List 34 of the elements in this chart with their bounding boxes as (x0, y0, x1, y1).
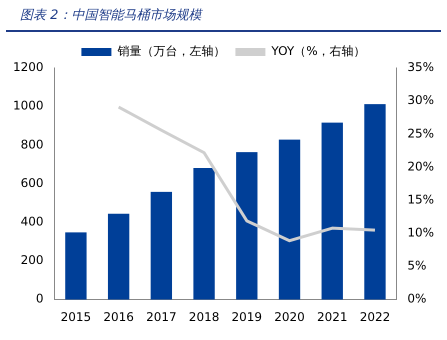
x-tick-label: 2021 (316, 310, 348, 324)
x-tick-label: 2016 (103, 310, 134, 324)
y-tick-label: 400 (20, 214, 44, 229)
legend-label: YOY（%，右轴） (270, 44, 366, 58)
bar (108, 214, 130, 300)
y-tick-label: 1000 (12, 98, 44, 113)
x-tick-label: 2019 (232, 310, 262, 324)
chart-title: 图表 2：中国智能马桶市场规模 (6, 6, 441, 32)
y2-tick-label: 0% (407, 292, 426, 306)
y2-tick-label: 5% (407, 258, 426, 273)
y-tick-label: 0 (36, 292, 44, 306)
x-tick-label: 2017 (146, 310, 177, 324)
bar (65, 232, 87, 300)
x-tick-label: 2020 (274, 310, 305, 324)
y-tick-label: 1200 (12, 60, 44, 74)
x-tick-label: 2015 (60, 310, 92, 324)
bar (236, 152, 258, 300)
legend-label: 销量（万台，左轴） (116, 44, 226, 58)
bar (278, 140, 300, 300)
y2-tick-label: 25% (407, 126, 434, 140)
x-tick-label: 2018 (188, 310, 220, 324)
bar (193, 168, 215, 300)
x-tick-label: 2022 (360, 310, 390, 324)
y-tick-label: 800 (20, 137, 44, 152)
bar (364, 104, 386, 300)
y-tick-label: 600 (20, 176, 44, 190)
y2-tick-label: 15% (407, 192, 434, 206)
y2-tick-label: 10% (407, 226, 434, 240)
y2-tick-label: 35% (407, 60, 434, 74)
y-tick-label: 200 (20, 253, 44, 268)
bar (322, 122, 343, 300)
y2-tick-label: 30% (407, 93, 434, 108)
bar (150, 192, 172, 300)
y2-tick-label: 20% (407, 159, 434, 174)
